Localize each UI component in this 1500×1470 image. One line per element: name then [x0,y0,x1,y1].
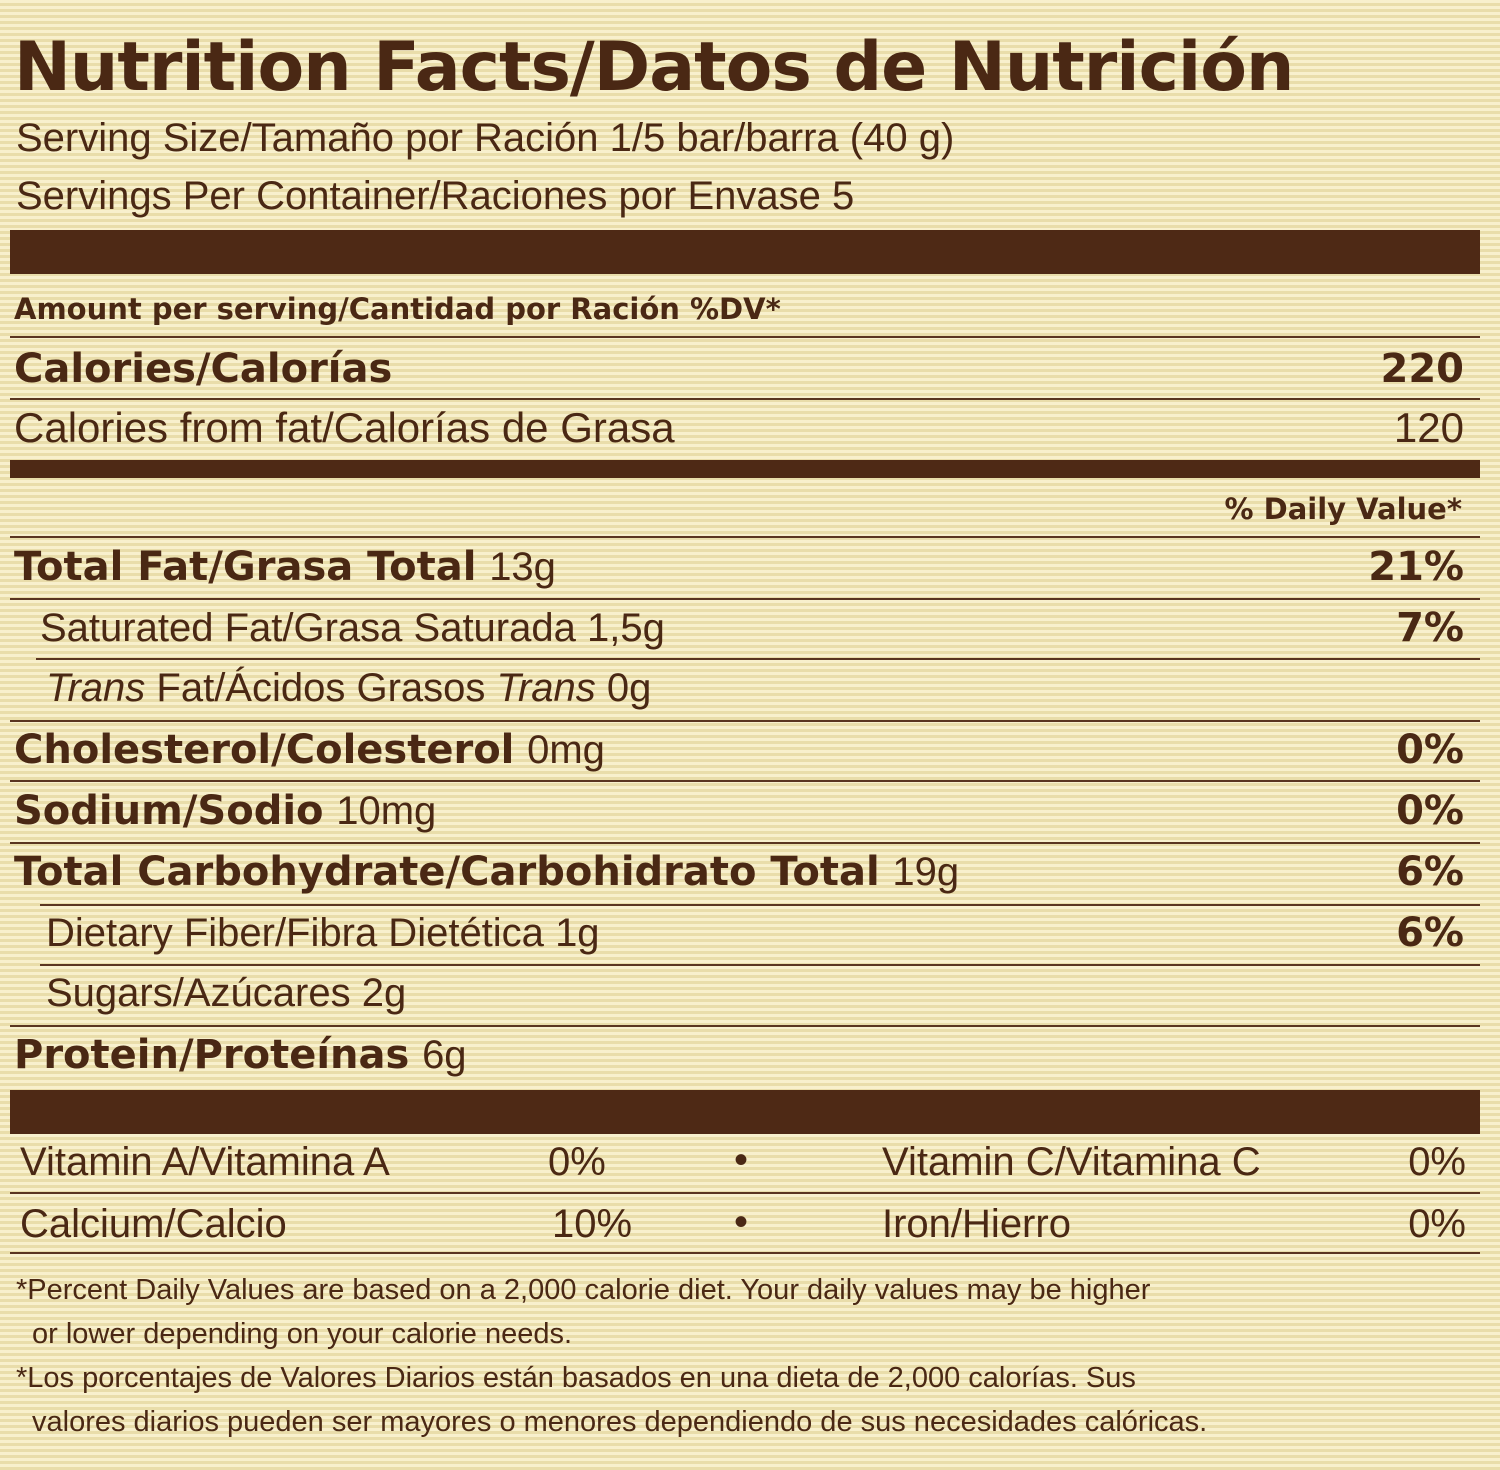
total-fat-amount: 13g [489,545,556,589]
calories-fat-row: Calories from fat/Calorías de Grasa 120 [14,404,1480,452]
dietary-fiber-dv: 6% [1396,910,1464,956]
trans-fat-italic-1: Trans [46,666,146,710]
dietary-fiber-amount: 1g [555,911,600,955]
calories-fat-value: 120 [1393,404,1464,451]
divider [10,598,1480,600]
bullet-separator: • [734,1200,749,1244]
saturated-fat-dv: 7% [1396,605,1464,651]
servings-per-container: Servings Per Container/Raciones por Enva… [16,174,855,218]
vitamin-c-value: 0% [1408,1140,1466,1184]
divider [10,1192,1480,1194]
sodium-row: Sodium/Sodio 10mg 0% [14,788,1480,834]
divider [10,842,1480,844]
protein-amount: 6g [422,1033,467,1077]
footnote-spanish-line-1: *Los porcentajes de Valores Diarios está… [16,1362,1136,1394]
divider [36,658,1480,660]
carbohydrate-amount: 19g [892,850,960,894]
label-title: Nutrition Facts/Datos de Nutrición [14,28,1294,107]
vitamin-a-label: Vitamin A/Vitamina A [20,1140,390,1184]
footnote-english-line-1: *Percent Daily Values are based on a 2,0… [16,1274,1151,1306]
vitamin-a-value: 0% [548,1140,606,1184]
trans-fat-row: Trans Fat/Ácidos Grasos Trans 0g [46,666,1480,711]
protein-row: Protein/Proteínas 6g [14,1032,1480,1078]
footnote-spanish: *Los porcentajes de Valores Diarios está… [16,1356,1470,1444]
divider [40,904,1480,906]
vitamin-c-label: Vitamin C/Vitamina C [882,1140,1261,1184]
medium-divider [10,460,1480,478]
carbohydrate-label: Total Carbohydrate/Carbohidrato Total [14,849,880,895]
divider [10,536,1480,538]
calories-row: Calories/Calorías 220 [14,346,1480,392]
cholesterol-row: Cholesterol/Colesterol 0mg 0% [14,727,1480,773]
divider [10,398,1480,400]
protein-label: Protein/Proteínas [14,1032,410,1078]
daily-value-header-row: % Daily Value* [14,492,1480,526]
thick-divider [10,1090,1480,1134]
saturated-fat-row: Saturated Fat/Grasa Saturada 1,5g 7% [40,605,1480,651]
divider [40,964,1480,966]
cholesterol-amount: 0mg [527,728,605,772]
calories-value: 220 [1380,346,1465,392]
total-fat-dv: 21% [1368,544,1464,590]
calories-label: Calories/Calorías [14,346,393,392]
footnote-english: *Percent Daily Values are based on a 2,0… [16,1268,1470,1356]
divider [10,720,1480,722]
sodium-label: Sodium/Sodio [14,788,324,834]
sodium-amount: 10mg [336,789,437,833]
iron-value: 0% [1408,1202,1466,1246]
dietary-fiber-label: Dietary Fiber/Fibra Dietética [46,911,544,955]
sugars-label: Sugars/Azúcares [46,971,351,1015]
calories-fat-label: Calories from fat/Calorías de Grasa [14,404,675,451]
total-fat-row: Total Fat/Grasa Total 13g 21% [14,544,1480,590]
carbohydrate-row: Total Carbohydrate/Carbohidrato Total 19… [14,849,1480,895]
dietary-fiber-row: Dietary Fiber/Fibra Dietética 1g 6% [46,910,1480,956]
saturated-fat-amount: 1,5g [586,606,665,650]
total-fat-label: Total Fat/Grasa Total [14,544,477,590]
divider [10,1025,1480,1027]
serving-size: Serving Size/Tamaño por Ración 1/5 bar/b… [16,116,955,160]
bullet-separator: • [734,1138,749,1182]
amount-per-serving-header: Amount per serving/Cantidad por Ración %… [14,292,781,326]
trans-fat-amount: 0g [595,666,652,710]
trans-fat-label: Fat/Ácidos Grasos [145,666,497,710]
footnote-spanish-line-2: valores diarios pueden ser mayores o men… [32,1406,1208,1438]
carbohydrate-dv: 6% [1396,849,1464,895]
divider [10,780,1480,782]
daily-value-header: % Daily Value* [1224,492,1462,526]
cholesterol-dv: 0% [1396,727,1464,773]
sugars-row: Sugars/Azúcares 2g [46,971,1480,1016]
trans-fat-italic-2: Trans [496,666,596,710]
cholesterol-label: Cholesterol/Colesterol [14,727,515,773]
footnote-english-line-2: or lower depending on your calorie needs… [32,1318,573,1350]
sodium-dv: 0% [1396,788,1464,834]
divider [10,336,1480,338]
saturated-fat-label: Saturated Fat/Grasa Saturada [40,606,576,650]
divider [10,1252,1480,1254]
iron-label: Iron/Hierro [882,1202,1071,1246]
calcium-label: Calcium/Calcio [20,1202,287,1246]
thick-divider [10,230,1480,274]
sugars-amount: 2g [361,971,407,1015]
calcium-value: 10% [552,1202,633,1246]
